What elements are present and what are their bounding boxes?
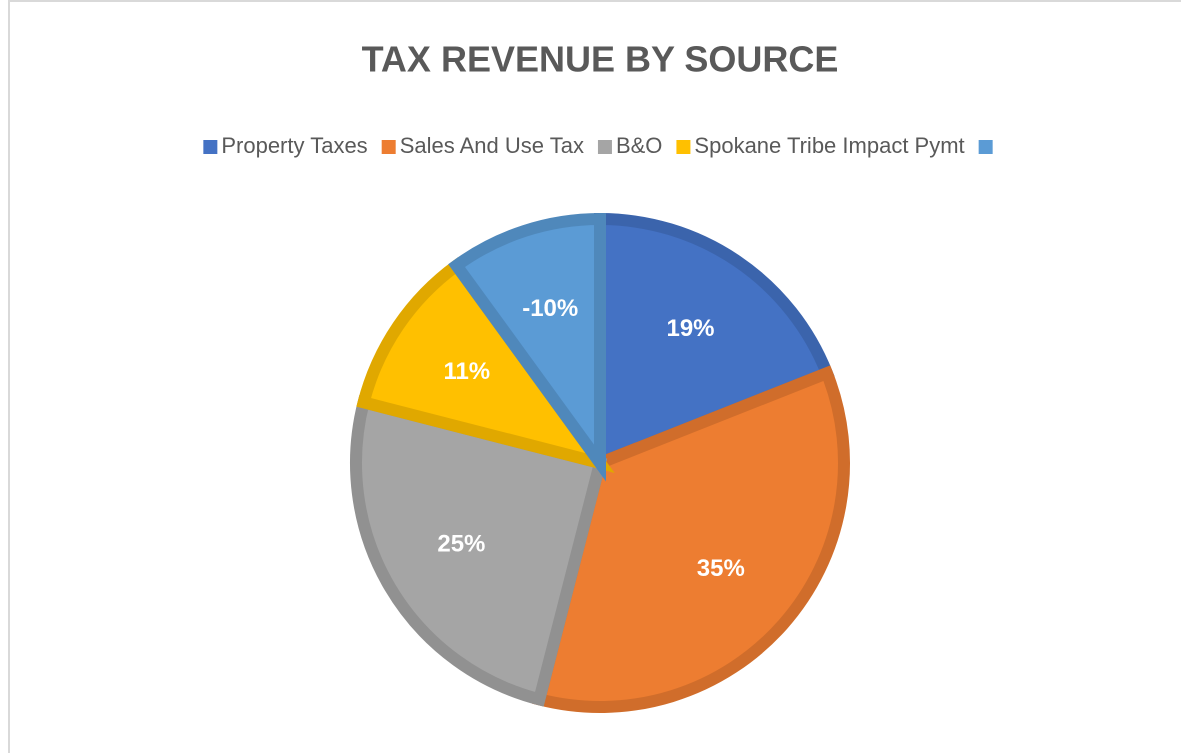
slice-edge (448, 212, 606, 482)
data-label: 35% (697, 555, 745, 582)
legend-swatch (597, 140, 612, 154)
pie-slice (594, 212, 835, 472)
legend-swatch (381, 140, 396, 154)
data-label: 25% (437, 530, 485, 557)
legend-label: B&O (616, 133, 662, 158)
data-label: 19% (666, 315, 714, 342)
legend-label: Sales And Use Tax (400, 133, 584, 158)
pie-slice (356, 257, 615, 473)
pie-slice (350, 395, 608, 707)
data-label: -10% (522, 295, 578, 322)
legend-label: Spokane Tribe Impact Pymt (694, 133, 964, 158)
slice-edge (594, 212, 835, 472)
legend-swatch (203, 140, 218, 154)
slice-edge (532, 365, 850, 713)
slice-edge (356, 257, 615, 473)
pie-slice (448, 212, 606, 482)
legend: Property Taxes Sales And Use Tax B&O Spokan… (203, 133, 993, 158)
data-label: 11% (443, 358, 490, 385)
pie-slice (532, 365, 850, 713)
legend-label: Property Taxes (221, 133, 367, 158)
slice-edge (350, 395, 608, 707)
chart-title: TAX REVENUE BY SOURCE (362, 39, 839, 80)
legend-swatch (978, 140, 993, 154)
legend-swatch (676, 140, 691, 154)
